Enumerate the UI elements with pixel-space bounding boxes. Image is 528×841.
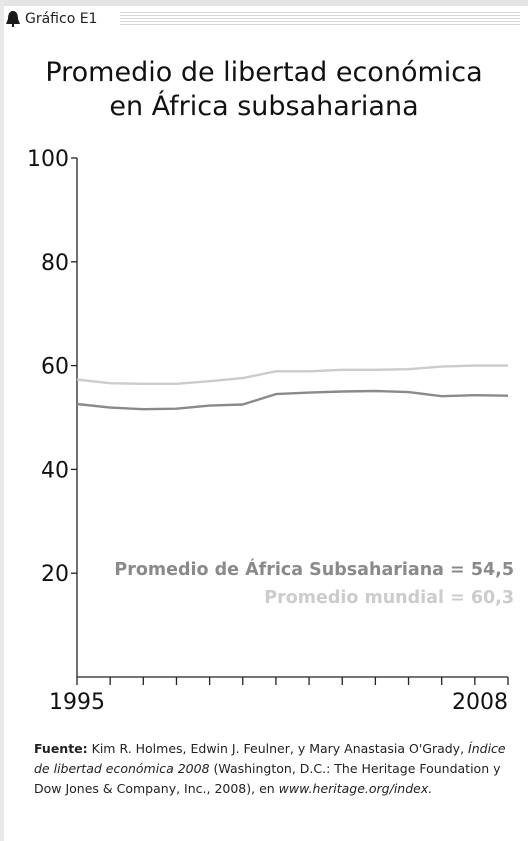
y-tick-label: 20 [41,562,69,587]
chart-lines [76,364,509,411]
title-line-1: Promedio de libertad económica [45,57,483,88]
annotation-africa: Promedio de África Subsahariana = 54,5 [114,558,514,580]
annotation-mundial: Promedio mundial = 60,3 [264,588,514,608]
line-chart: 20 40 60 80 100 1995 2008 Promedio de África S… [27,147,514,715]
source-book-title: Índice de libertad económica 2008 [34,741,506,776]
y-tick-label: 100 [27,147,69,172]
chart-annotations: Promedio de África Subsahariana = 54,5 Pr… [114,558,514,608]
header-decoration [120,12,520,26]
figure-label: Gráfico E1 [25,11,98,27]
source-note: Fuente: Kim R. Holmes, Edwin J. Feulner,… [34,739,514,799]
y-tick-label: 80 [41,251,69,276]
top-rule [0,0,528,6]
title-line-2: en África subsahariana [109,91,419,122]
y-tick-label: 40 [41,458,69,483]
figure-header: Gráfico E1 [4,8,97,30]
source-authors: Kim R. Holmes, Edwin J. Feulner, y Mary … [87,741,469,756]
chart-title: Promedio de libertad económica en África… [0,56,528,124]
left-rule [0,0,4,841]
y-tick-label: 60 [41,355,69,380]
source-label: Fuente: [34,741,88,756]
chart-axes: 20 40 60 80 100 1995 2008 [27,147,509,715]
series-line-africa [76,389,509,411]
source-publisher: (Washington, D.C.: The Heritage Foundati… [34,761,501,796]
x-tick-label: 1995 [49,690,105,715]
x-tick-label: 2008 [452,690,508,715]
liberty-bell-icon [6,11,20,27]
source-url: www.heritage.org/index. [278,781,433,796]
series-line-mundial [76,364,508,385]
